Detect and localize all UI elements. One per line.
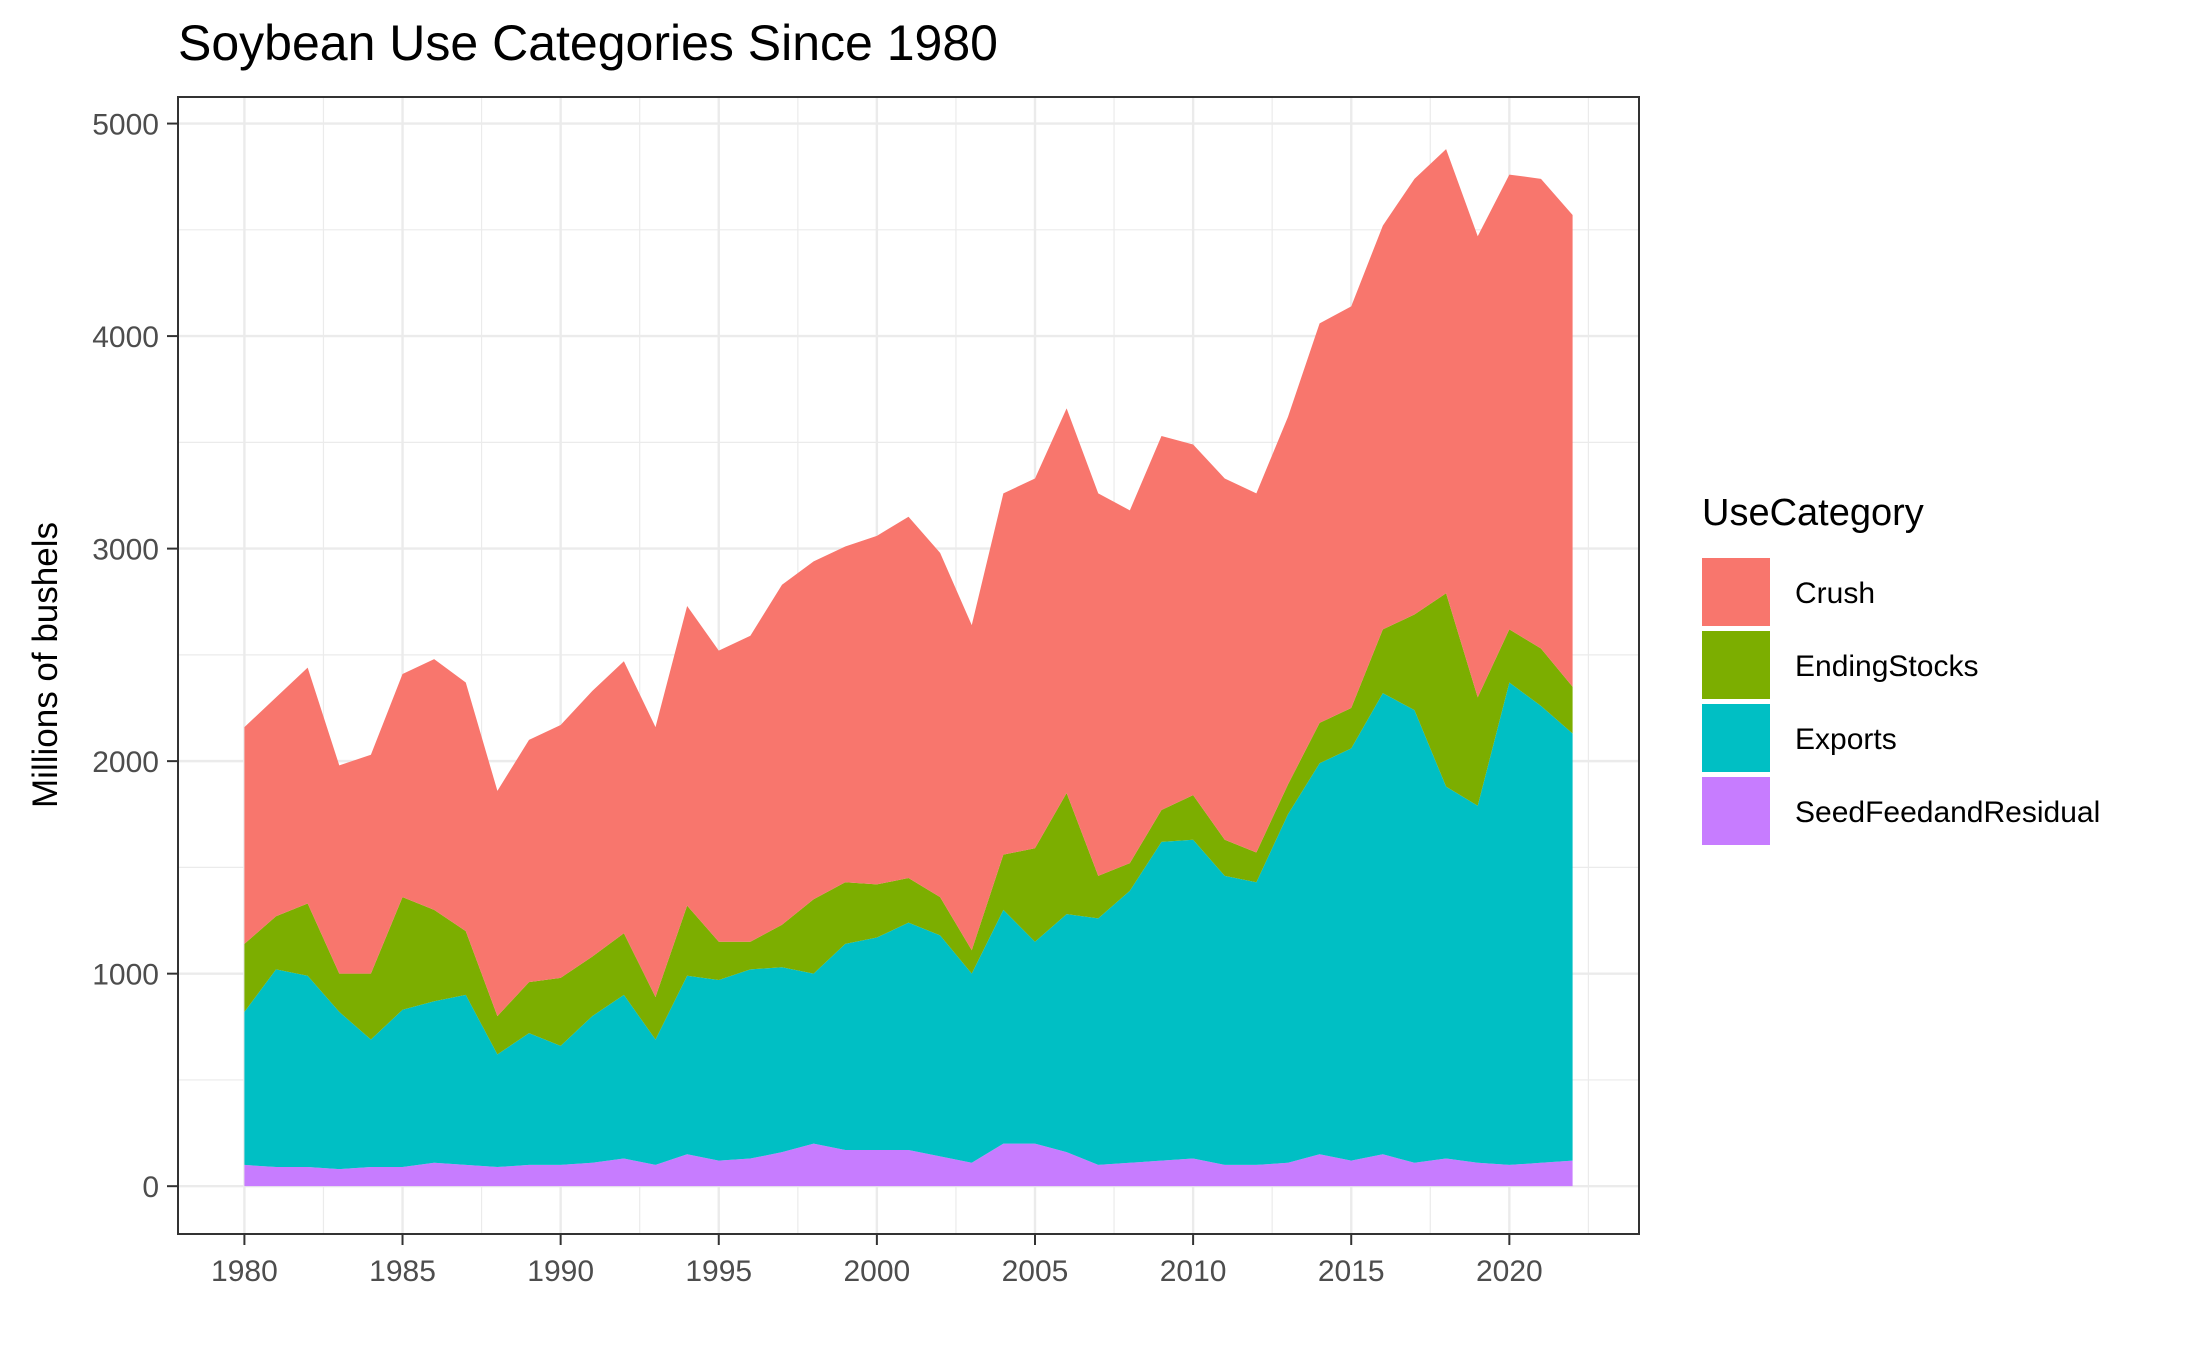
stacked-areas [244, 149, 1573, 1187]
y-tick-label: 3000 [92, 534, 159, 567]
area-seed-feedand-residual [244, 1143, 1573, 1187]
x-axis: 1980 1985 1990 1995 2000 2005 2010 2015 2020 [211, 1234, 1543, 1288]
x-tick-label: 2015 [1318, 1255, 1385, 1288]
legend-label: Exports [1795, 723, 1897, 756]
y-axis-title: Millions of bushels [26, 522, 65, 808]
x-tick-label: 2000 [844, 1255, 911, 1288]
x-tick-label: 1995 [685, 1255, 752, 1288]
y-tick-label: 2000 [92, 746, 159, 779]
plot-panel-border [177, 96, 1640, 1235]
y-axis: 0 1000 2000 3000 4000 5000 [92, 109, 178, 1204]
y-tick-label: 5000 [92, 109, 159, 142]
x-tick-label: 1985 [369, 1255, 436, 1288]
legend-label: Crush [1795, 577, 1875, 610]
chart-title: Soybean Use Categories Since 1980 [178, 15, 998, 71]
legend-label: EndingStocks [1795, 650, 1978, 683]
legend: UseCategory Crush EndingStocks Exports Seed… [1702, 492, 2100, 845]
x-tick-label: 2020 [1476, 1255, 1543, 1288]
x-tick-label: 2005 [1002, 1255, 1069, 1288]
legend-key [1702, 704, 1770, 772]
legend-key [1702, 558, 1770, 626]
legend-key [1702, 631, 1770, 699]
legend-key [1702, 777, 1770, 845]
y-tick-label: 4000 [92, 321, 159, 354]
x-tick-label: 1980 [211, 1255, 278, 1288]
area-exports [244, 682, 1573, 1170]
x-tick-label: 1990 [527, 1255, 594, 1288]
y-tick-label: 0 [142, 1171, 159, 1204]
legend-title: UseCategory [1702, 492, 1924, 534]
legend-label: SeedFeedandResidual [1795, 796, 2100, 829]
area-ending-stocks [244, 593, 1573, 1055]
x-tick-label: 2010 [1160, 1255, 1227, 1288]
y-tick-label: 1000 [92, 959, 159, 992]
area-crush [244, 149, 1573, 1017]
